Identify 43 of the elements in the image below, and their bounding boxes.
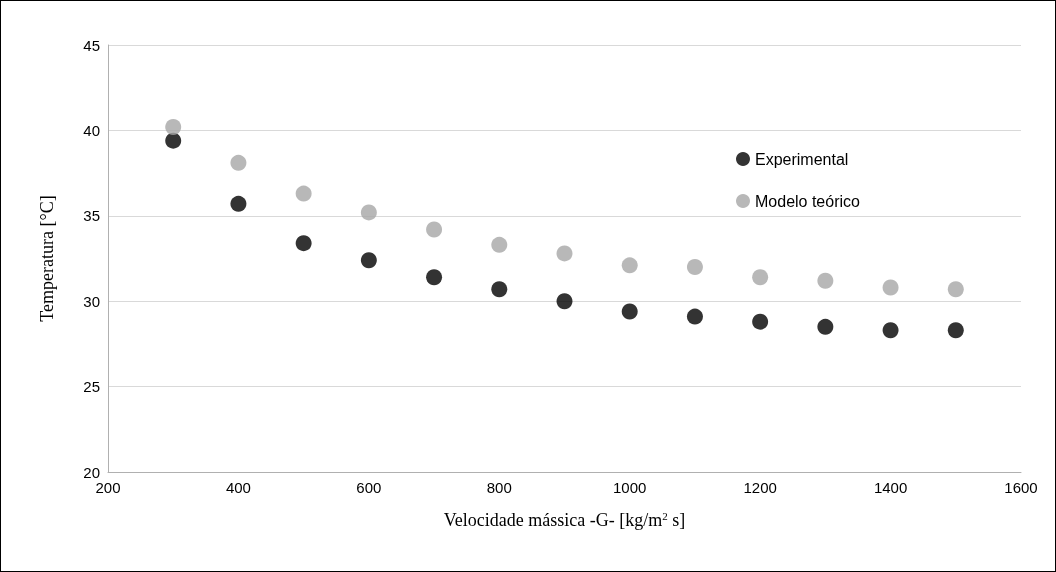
point (360, 252, 377, 269)
x-tick-label: 1000 (613, 479, 647, 496)
y-tick-label: 45 (83, 36, 100, 54)
point (621, 303, 638, 320)
point (165, 132, 182, 149)
point (230, 195, 247, 212)
x-tick-label: 800 (486, 479, 512, 496)
legend-label: Experimental (755, 150, 849, 168)
point (295, 185, 312, 202)
x-tick-label: 400 (225, 479, 251, 496)
point (556, 293, 573, 310)
point (491, 236, 508, 253)
point (882, 279, 899, 296)
point (426, 221, 443, 238)
point (230, 154, 247, 171)
y-axis-title: Temperatura [°C] (37, 195, 57, 322)
point (165, 118, 182, 135)
legend-label: Modelo teórico (755, 192, 861, 210)
point (817, 272, 834, 289)
x-tick-label: 600 (356, 479, 382, 496)
x-tick-label: 1600 (1004, 479, 1038, 496)
point (621, 257, 638, 274)
point (752, 313, 769, 330)
y-tick-label: 20 (83, 463, 100, 481)
x-tick-label: 1200 (743, 479, 777, 496)
point (686, 308, 703, 325)
point (360, 204, 377, 221)
y-tick-label: 35 (83, 207, 100, 225)
x-tick-label: 1400 (873, 479, 908, 496)
point (752, 269, 769, 286)
point (426, 269, 443, 286)
x-tick-label: 200 (95, 479, 121, 496)
point (491, 281, 508, 298)
y-tick-label: 25 (83, 378, 100, 396)
y-tick-label: 40 (83, 121, 100, 139)
point (947, 281, 964, 298)
point (947, 322, 964, 339)
point (817, 318, 834, 335)
point (686, 259, 703, 276)
point (556, 245, 573, 262)
point (882, 322, 899, 339)
y-tick-label: 30 (83, 292, 100, 310)
point (295, 235, 312, 252)
